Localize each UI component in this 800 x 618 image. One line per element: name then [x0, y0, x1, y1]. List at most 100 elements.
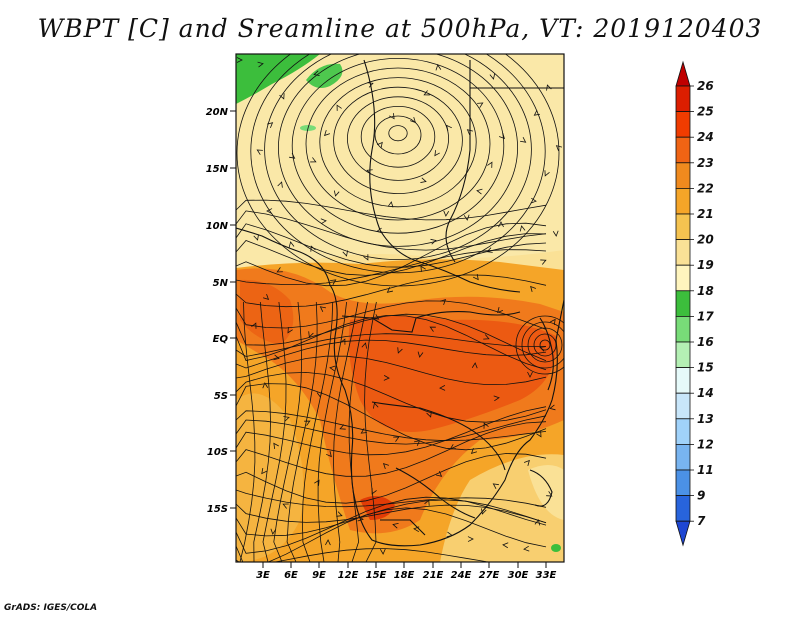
streamline-arrow — [270, 528, 277, 535]
streamline — [236, 548, 492, 562]
streamline-arrow — [555, 145, 563, 152]
streamline — [236, 496, 547, 554]
colorbar-label: 24 — [697, 130, 714, 144]
streamline — [333, 301, 359, 562]
lat-label: 10S — [207, 447, 228, 458]
colorbar-segment — [675, 495, 691, 522]
streamline — [360, 106, 436, 168]
colorbar-segment — [675, 315, 691, 343]
streamline — [317, 301, 347, 562]
colorbar-segment — [675, 187, 691, 215]
streamline-arrow — [289, 153, 296, 159]
streamline-arrow — [373, 314, 380, 320]
streamline-arrow — [308, 331, 314, 338]
lon-label: 27E — [479, 570, 500, 581]
streamline-arrow — [287, 327, 293, 334]
streamline — [250, 54, 546, 274]
streamline-arrow — [277, 181, 283, 188]
streamline-arrow — [446, 124, 452, 131]
streamline-arrow — [498, 132, 505, 140]
streamline-arrow — [333, 190, 340, 197]
streamline — [236, 222, 547, 287]
streamline-arrow — [379, 548, 386, 555]
streamline-arrow — [236, 57, 243, 63]
streamline — [236, 371, 547, 423]
streamline — [236, 249, 547, 286]
streamline-arrow — [534, 519, 541, 526]
streamline-arrow — [424, 499, 430, 506]
streamline — [236, 315, 547, 371]
streamline — [236, 507, 547, 562]
map-panel — [236, 54, 564, 562]
streamline-arrow — [393, 436, 400, 442]
lat-label: 15N — [206, 164, 229, 175]
streamline-arrow — [449, 444, 456, 450]
streamline-arrow — [409, 116, 417, 124]
streamline-arrow — [360, 428, 367, 434]
streamline-arrow — [361, 342, 368, 349]
lon-label: 18E — [394, 570, 415, 581]
colorbar-segment — [675, 443, 691, 471]
lon-label: 9E — [312, 570, 326, 581]
streamline-arrow — [420, 265, 426, 272]
streamline — [262, 301, 287, 562]
map-frame — [235, 53, 565, 563]
streamline-arrow — [276, 267, 283, 273]
streamline-arrow — [382, 462, 390, 470]
streamline-arrow — [251, 322, 257, 329]
streamline-arrow — [371, 488, 377, 495]
credit-text: GrADS: IGES/COLA — [4, 603, 98, 613]
streamline — [278, 54, 518, 247]
streamline — [348, 301, 368, 562]
streamline-arrow — [549, 404, 556, 411]
colorbar-label: 21 — [697, 207, 714, 221]
streamline-arrow — [486, 247, 493, 253]
streamline-arrow — [417, 351, 424, 358]
streamline-arrow — [273, 354, 280, 361]
streamline-arrow — [288, 241, 295, 248]
streamlines — [236, 54, 564, 562]
streamline-arrow — [325, 451, 332, 458]
lat-label: 5N — [213, 278, 229, 289]
lat-label: 5S — [214, 391, 228, 402]
streamline — [239, 301, 256, 562]
streamline-arrow — [262, 293, 270, 300]
streamline-arrow — [498, 221, 504, 228]
streamline-arrow — [436, 470, 443, 477]
streamline-arrow — [470, 447, 478, 454]
streamline-arrow — [530, 197, 537, 204]
streamline-arrow — [443, 210, 450, 217]
colorbar-segment — [675, 392, 691, 420]
map-title: WBPT [C] and Sreamline at 500hPa, VT: 20… — [37, 14, 763, 43]
streamline-arrow — [266, 208, 273, 214]
streamline — [291, 58, 505, 234]
streamline-arrow — [536, 431, 542, 438]
colorbar-cap-bottom — [675, 520, 691, 547]
streamline-arrow — [392, 522, 399, 529]
colorbar-label: 13 — [697, 412, 714, 426]
streamline — [333, 86, 463, 194]
streamline-arrow — [523, 459, 530, 467]
streamline-arrow — [530, 285, 537, 293]
streamline-arrow — [273, 442, 279, 449]
streamline-arrow — [330, 279, 337, 285]
streamline-arrow — [552, 230, 559, 237]
coastlines — [236, 59, 564, 547]
lon-label: 15E — [366, 570, 387, 581]
streamline-arrow — [257, 61, 264, 68]
streamline-arrow — [423, 90, 430, 96]
streamline-arrow — [316, 391, 323, 398]
colorbar-label: 15 — [697, 361, 714, 375]
streamline-arrow — [429, 326, 436, 332]
streamline-arrow — [473, 274, 479, 281]
streamline — [521, 321, 564, 369]
streamline-arrow — [336, 104, 342, 111]
streamline-arrow — [389, 113, 395, 120]
streamline — [305, 67, 491, 221]
colorbar-segment — [675, 290, 691, 317]
lon-label: 21E — [423, 570, 444, 581]
streamline — [286, 301, 318, 562]
streamline — [319, 77, 477, 208]
streamline-arrow — [325, 539, 331, 546]
